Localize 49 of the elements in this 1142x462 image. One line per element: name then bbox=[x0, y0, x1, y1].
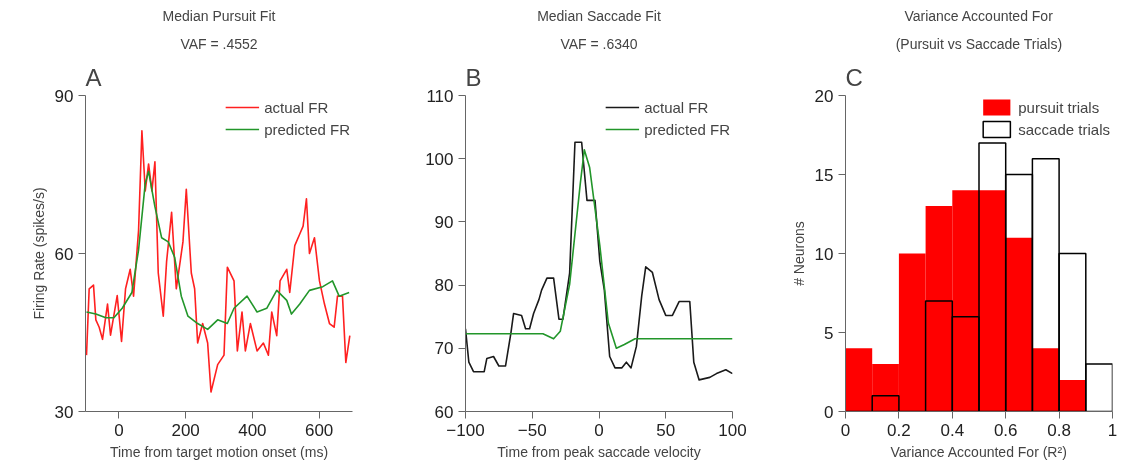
x-tick-label: 0.8 bbox=[1047, 420, 1071, 440]
chart-subtitle: (Pursuit vs Saccade Trials) bbox=[895, 35, 1063, 52]
x-tick-label: 1 bbox=[1107, 420, 1118, 440]
x-axis-title: Time from target motion onset (ms) bbox=[109, 443, 329, 460]
x-axis-title: Variance Accounted For (R²) bbox=[890, 443, 1067, 460]
x-tick-label: 100 bbox=[718, 420, 747, 440]
x-tick-label: 400 bbox=[238, 420, 267, 440]
x-tick-label: 0 bbox=[114, 420, 124, 440]
x-tick-label: 0 bbox=[840, 420, 851, 440]
x-tick-label: 200 bbox=[171, 420, 200, 440]
y-tick-label: 0 bbox=[824, 402, 834, 422]
y-tick-label: 110 bbox=[426, 86, 454, 106]
x-tick-label: −50 bbox=[517, 420, 547, 440]
y-tick-label: 10 bbox=[814, 244, 834, 264]
y-tick-label: 30 bbox=[54, 402, 74, 422]
x-tick-label: 0.4 bbox=[940, 420, 965, 440]
legend-label: actual FR bbox=[644, 98, 709, 116]
x-tick-label: 50 bbox=[656, 420, 676, 440]
x-tick-label: 600 bbox=[304, 420, 334, 440]
x-axis-title: Time from peak saccade velocity bbox=[497, 443, 701, 460]
chart-subtitle: VAF = .6340 bbox=[560, 35, 638, 52]
y-tick-label: 90 bbox=[54, 86, 74, 106]
x-tick-label: −100 bbox=[446, 420, 485, 440]
y-axis-title: Firing Rate (spikes/s) bbox=[30, 187, 47, 320]
legend-label: predicted FR bbox=[264, 120, 350, 138]
y-tick-label: 80 bbox=[434, 276, 454, 296]
legend-label: actual FR bbox=[264, 98, 329, 116]
y-tick-label: 5 bbox=[824, 323, 834, 343]
chart-title: Median Pursuit Fit bbox=[162, 7, 276, 24]
y-tick-label: 90 bbox=[434, 212, 454, 232]
legend-label: pursuit trials bbox=[1018, 98, 1100, 116]
x-tick-label: 0 bbox=[594, 420, 604, 440]
y-tick-label: 100 bbox=[425, 149, 454, 169]
chart-title: Median Saccade Fit bbox=[537, 7, 661, 24]
legend-label: predicted FR bbox=[644, 120, 730, 138]
chart-title: Variance Accounted For bbox=[904, 7, 1054, 24]
text: A bbox=[85, 63, 102, 91]
y-tick-label: 60 bbox=[434, 402, 454, 422]
y-axis-title: # Neurons bbox=[790, 221, 807, 286]
chart-subtitle: VAF = .4552 bbox=[180, 35, 258, 52]
x-tick-label: 0.2 bbox=[887, 420, 911, 440]
y-tick-label: 20 bbox=[814, 86, 834, 106]
text: C bbox=[845, 63, 863, 91]
y-tick-label: 60 bbox=[54, 244, 74, 264]
text: B bbox=[465, 63, 482, 91]
legend-label: saccade trials bbox=[1018, 120, 1110, 138]
y-tick-label: 70 bbox=[434, 339, 454, 359]
y-tick-label: 15 bbox=[814, 165, 834, 185]
x-tick-label: 0.6 bbox=[993, 420, 1018, 440]
